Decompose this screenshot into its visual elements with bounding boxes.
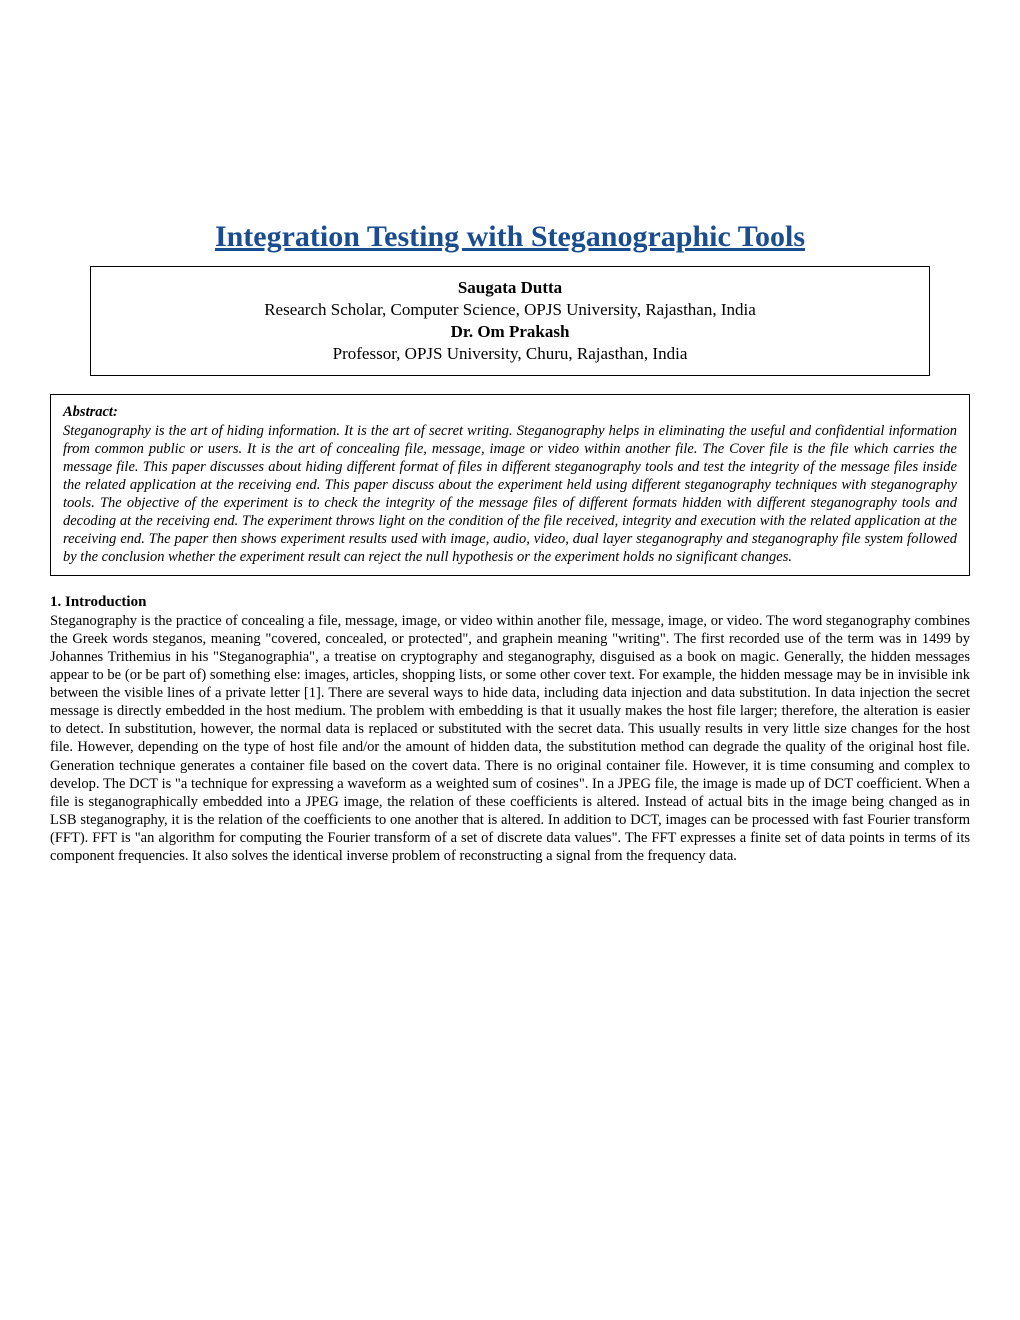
author1-name: Saugata Dutta	[111, 277, 909, 299]
abstract-box: Abstract: Steganography is the art of hi…	[50, 394, 970, 575]
author1-affiliation: Research Scholar, Computer Science, OPJS…	[111, 299, 909, 321]
author2-affiliation: Professor, OPJS University, Churu, Rajas…	[111, 343, 909, 365]
section1-heading: 1. Introduction	[50, 594, 970, 611]
section1-body: Steganography is the practice of conceal…	[50, 612, 970, 866]
abstract-text: Steganography is the art of hiding infor…	[63, 422, 957, 567]
paper-title: Integration Testing with Steganographic …	[50, 220, 970, 254]
abstract-label: Abstract:	[63, 403, 957, 421]
authors-box: Saugata Dutta Research Scholar, Computer…	[90, 266, 930, 376]
author2-name: Dr. Om Prakash	[111, 321, 909, 343]
